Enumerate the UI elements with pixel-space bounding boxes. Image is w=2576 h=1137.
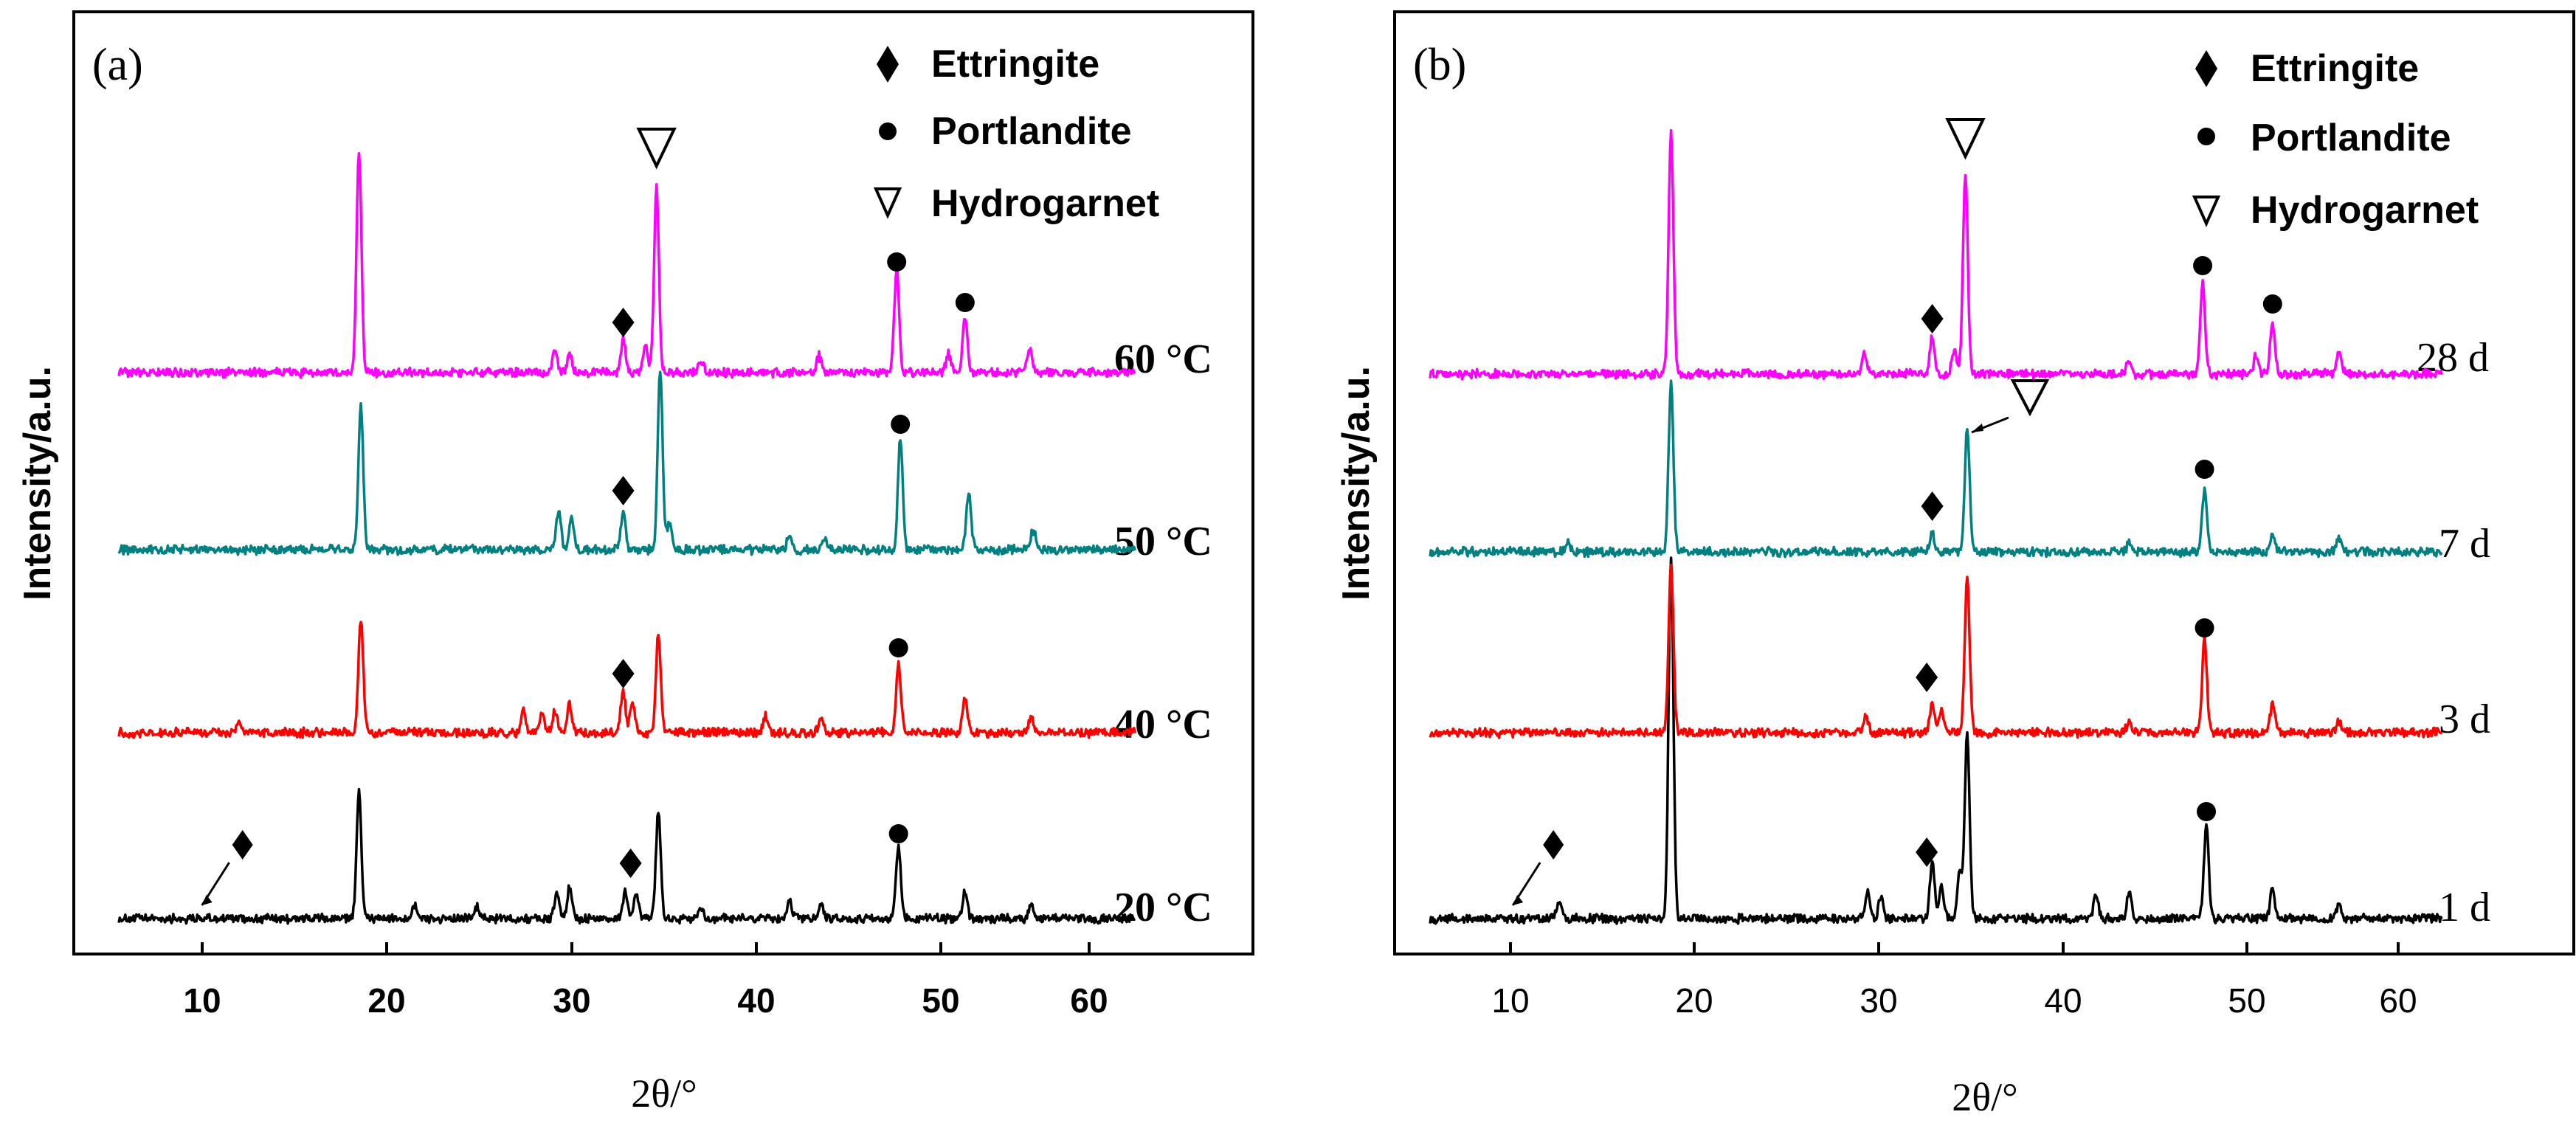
panel-a-series-0-annotation-1-circle-marker: [888, 824, 908, 843]
panel-b-series-2-annotation-2-triangle-marker: [2010, 379, 2050, 417]
panel-a-series-3-annotation-3-triangle-marker: [636, 128, 677, 170]
panel-b-ticklabel-30: 30: [1860, 981, 1897, 1020]
panel-b-y-axis-label: Intensity/a.u.: [1335, 366, 1378, 601]
panel-a-ticklabel-10: 10: [183, 981, 221, 1020]
panel-b-series-3-annotation-1-circle-marker: [2193, 256, 2213, 275]
xrd-series-line-a-3: [117, 152, 1136, 379]
panel-a-legend-hydrogarnet: Hydrogarnet: [931, 182, 1159, 225]
panel-b-ticklabel-50: 50: [2228, 981, 2265, 1020]
panel-b-series-1-annotation-1-circle-marker: [2195, 618, 2214, 637]
panel-b-legend-hydrogarnet: Hydrogarnet: [2251, 189, 2479, 232]
panel-a-legend-diamond-icon: [877, 46, 899, 83]
panel-b-legend-circle-icon: [2197, 128, 2215, 145]
panel-a-series-label-20c: 20 °C: [1114, 885, 1212, 930]
panel-b-legend-diamond-icon: [2195, 50, 2217, 87]
panel-b-series-3-annotation-2-circle-marker: [2262, 294, 2282, 314]
xrd-series-line-a-0: [117, 787, 1136, 925]
panel-b-series-1-annotation-0-diamond-marker: [1916, 663, 1938, 692]
xrd-series-line-b-0: [1429, 556, 2443, 925]
panel-b-series-0-annotation-0-diamond-marker: [1916, 837, 1938, 867]
panel-a-series-1-annotation-0-diamond-marker: [612, 659, 635, 688]
xrd-series-line-b-2: [1429, 379, 2443, 559]
panel-a-x-axis-label: 2θ/°: [631, 1071, 697, 1116]
panel-a-series-3-annotation-2-circle-marker: [955, 293, 975, 312]
panel-b-ticklabel-10: 10: [1491, 981, 1529, 1020]
panel-b-ticklabel-40: 40: [2044, 981, 2082, 1020]
panel-a-legend: Ettringite Portlandite Hydrogarnet: [873, 43, 1159, 225]
panel-b-legend-portlandite: Portlandite: [2251, 117, 2451, 159]
panel-b-legend-ettringite: Ettringite: [2251, 47, 2419, 90]
panel-b-series-0-annotation-2-diamond-marker: [1543, 830, 1564, 860]
panel-b-series-3-annotation-0-diamond-marker: [1921, 304, 1944, 334]
panel-a-y-axis-label: Intensity/a.u.: [16, 366, 59, 601]
panel-b-plot-area: [1429, 118, 2443, 925]
panel-a-series-3-annotation-1-circle-marker: [887, 252, 907, 272]
panel-a-series-3-annotation-0-diamond-marker: [612, 308, 635, 337]
panel-a-ticklabel-60: 60: [1070, 981, 1108, 1020]
panel-a-legend-portlandite: Portlandite: [931, 110, 1132, 153]
panel-b-series-2-annotation-1-circle-marker: [2195, 460, 2214, 479]
panel-b-frame: [1393, 10, 2575, 955]
panel-a-legend-circle-icon: [879, 122, 897, 140]
panel-b-series-label-3d: 3 d: [2439, 697, 2490, 742]
panel-a-series-0-annotation-2-diamond-marker: [232, 830, 253, 860]
panel-a-series-0-annotation-0-diamond-marker: [619, 849, 642, 878]
panel-b-series-3-annotation-3-triangle-marker: [1945, 118, 1986, 160]
panel-b-series-label-1d: 1 d: [2439, 885, 2490, 930]
panel-b-x-ticks: 10 20 30 40 50 60: [1491, 942, 2417, 1020]
panel-a-series-2-annotation-1-circle-marker: [891, 415, 911, 434]
panel-a-ticklabel-50: 50: [922, 981, 959, 1020]
panel-a-ticklabel-20: 20: [367, 981, 405, 1020]
xrd-series-line-b-3: [1429, 128, 2443, 381]
panel-b-series-2-annotation-2-arrow-head: [1971, 424, 1983, 432]
panel-a-series-0-annotation-2-arrow-head: [201, 895, 213, 905]
panel-a-ticklabel-40: 40: [737, 981, 775, 1020]
panel-a-series-label-50c: 50 °C: [1114, 519, 1212, 564]
panel-b-x-axis-label: 2θ/°: [1952, 1075, 2017, 1119]
panel-b-legend-triangle-icon: [2192, 196, 2221, 227]
panel-a-tag: (a): [92, 40, 143, 90]
panel-a-legend-ettringite: Ettringite: [931, 43, 1099, 86]
xrd-series-line-a-1: [117, 621, 1136, 739]
panel-b-series-0-annotation-1-circle-marker: [2197, 802, 2217, 821]
panel-a: (a) Ettringite Portlandite Hydrogarnet 1…: [16, 10, 1254, 1116]
panel-a-series-2-annotation-0-diamond-marker: [612, 476, 635, 505]
panel-a-x-ticks: 10 20 30 40 50 60: [183, 942, 1108, 1020]
panel-b-tag: (b): [1413, 40, 1466, 90]
panel-b-legend: Ettringite Portlandite Hydrogarnet: [2192, 47, 2479, 232]
panel-b-series-2-annotation-0-diamond-marker: [1921, 491, 1944, 521]
panel-b: (b) Ettringite Portlandite Hydrogarnet 1…: [1335, 10, 2575, 1119]
panel-b-ticklabel-20: 20: [1675, 981, 1713, 1020]
panel-b-ticklabel-60: 60: [2379, 981, 2417, 1020]
panel-b-series-label-7d: 7 d: [2439, 521, 2490, 567]
panel-a-legend-triangle-icon: [873, 187, 902, 219]
panel-a-series-label-40c: 40 °C: [1114, 702, 1212, 747]
panel-a-frame: [72, 10, 1254, 955]
panel-a-ticklabel-30: 30: [553, 981, 590, 1020]
panel-b-series-0-annotation-2-arrow-head: [1513, 895, 1524, 905]
xrd-series-line-a-2: [117, 370, 1136, 556]
panel-a-plot-area: [117, 128, 1136, 925]
panel-a-series-1-annotation-1-circle-marker: [888, 638, 908, 657]
xrd-series-line-b-1: [1429, 563, 2442, 739]
